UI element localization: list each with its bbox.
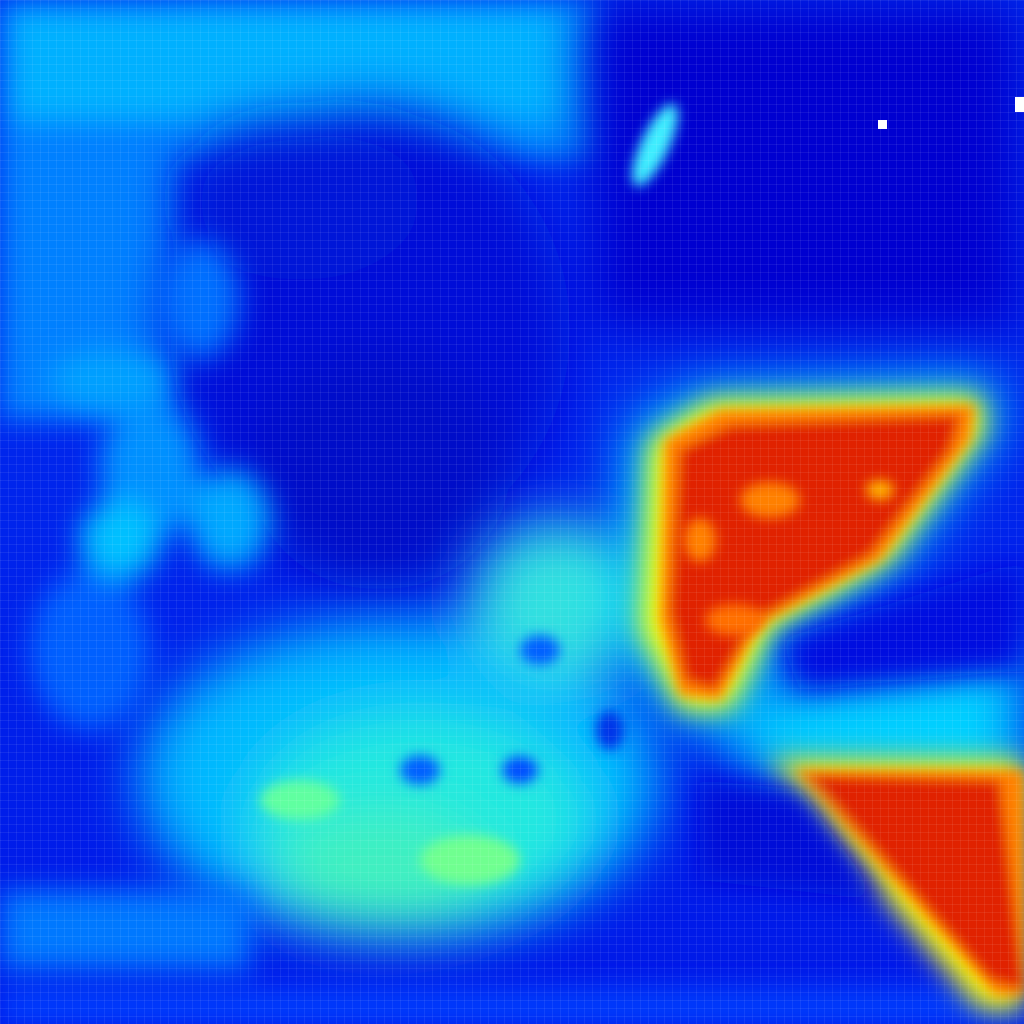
upper-right-dark [590, 0, 1024, 330]
upper-left-panel [0, 0, 600, 420]
left-texture [30, 240, 270, 730]
central-dark-object [170, 110, 570, 590]
lower-bowl-detail [260, 635, 624, 885]
white-speck-2 [1015, 97, 1024, 112]
bottom-strip [0, 890, 1024, 1024]
bottom-right-hotspot [770, 760, 1024, 1010]
middle-right-dark [700, 560, 1024, 900]
white-speck-1 [878, 120, 887, 129]
top-streak [632, 103, 678, 187]
right-center-hotspot [620, 380, 1000, 720]
